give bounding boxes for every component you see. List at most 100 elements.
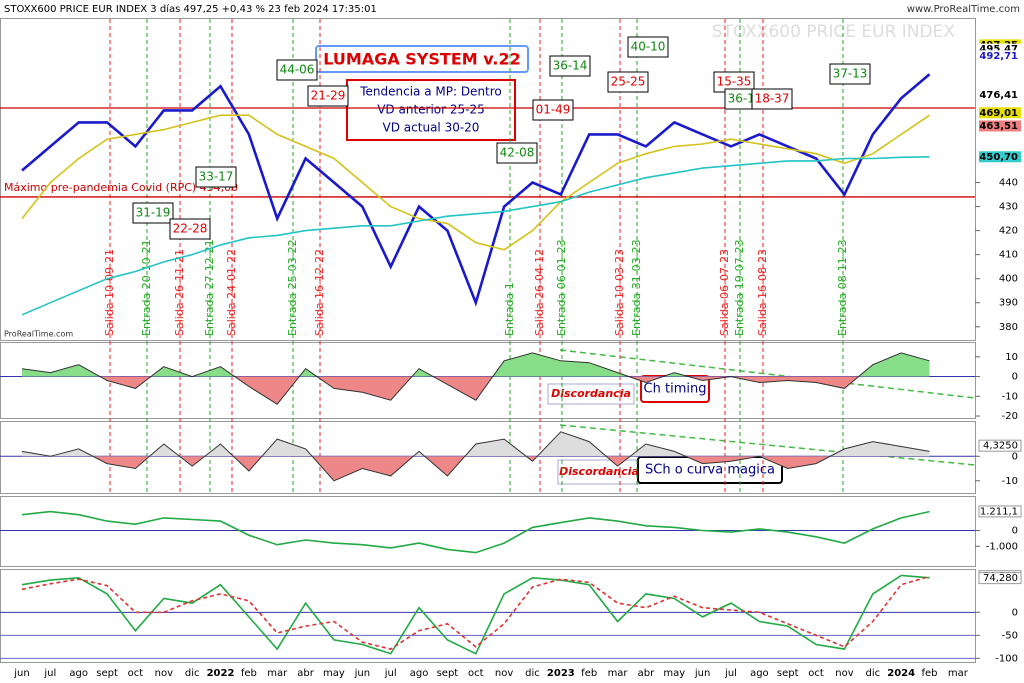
- area-positive: [22, 431, 930, 457]
- price-label-bg: [979, 151, 1021, 163]
- line: [21, 114, 930, 251]
- y-tick-label: 380: [999, 322, 1018, 333]
- signal-label: Entrada 1: [503, 282, 516, 336]
- vd-box: [607, 71, 649, 93]
- x-tick-label: sept: [96, 668, 118, 679]
- y-tick-label: -100: [995, 653, 1018, 664]
- vd-label: 33-17: [199, 170, 234, 184]
- note: Discordancia: [559, 465, 639, 478]
- line: [21, 574, 930, 655]
- signal-label: Entrada 27-12-21: [203, 239, 216, 336]
- signal-label: Salida 26-11-21: [173, 249, 186, 336]
- vd-box: [532, 99, 574, 121]
- x-tick-label: nov: [835, 668, 853, 679]
- price-label: 495,47: [979, 44, 1018, 55]
- vd-box: [829, 63, 871, 85]
- note: Discordancia: [551, 387, 631, 400]
- price-label-bg: [979, 50, 1021, 62]
- y-tick-label: 390: [999, 298, 1018, 309]
- y-tick-label: 410: [999, 250, 1018, 261]
- signal-label: Entrada 08-11-23: [836, 239, 849, 336]
- x-tick-label: jul: [724, 668, 737, 679]
- value-label: 4,3250: [983, 441, 1018, 452]
- signal-label: Salida 10-09-21: [103, 249, 116, 336]
- note-box: [557, 459, 641, 485]
- value-label: 74,280: [983, 573, 1018, 584]
- panel-frame: [0, 18, 976, 341]
- x-tick-label: ago: [410, 668, 429, 679]
- x-tick-label: ago: [750, 668, 769, 679]
- x-tick-label: 2023: [547, 668, 575, 679]
- level-label: Máximo pre-pandemia Covid (RPC) 434,00: [4, 181, 238, 194]
- x-tick-label: jun: [694, 668, 710, 679]
- price-label-bg: [979, 43, 1021, 55]
- y-tick-label: 0: [1012, 372, 1018, 383]
- signal-label: Salida 26-04-12: [533, 249, 546, 336]
- credit: ProRealTime.com: [4, 330, 73, 339]
- x-tick-label: oct: [808, 668, 824, 679]
- x-tick-label: oct: [468, 668, 484, 679]
- y-tick-label: -20: [1002, 411, 1018, 422]
- price-label-bg: [979, 107, 1021, 119]
- x-tick-label: dic: [525, 668, 540, 679]
- vd-label: 36-14: [553, 59, 588, 73]
- title-box: [315, 45, 529, 73]
- x-tick-label: mar: [948, 668, 969, 679]
- site: www.ProRealTime.com: [907, 4, 1020, 15]
- x-tick-label: 2022: [207, 668, 235, 679]
- signal-label: Entrada 20-10-21: [140, 239, 153, 336]
- info-box: [346, 79, 516, 141]
- line: [21, 575, 930, 650]
- x-tick-label: mar: [267, 668, 288, 679]
- signal-label: Entrada 25-03-22: [286, 239, 299, 336]
- price-label-bg: [979, 120, 1021, 132]
- x-tick-label: jul: [43, 668, 56, 679]
- x-tick-label: dic: [185, 668, 200, 679]
- y-tick-label: 440: [999, 178, 1018, 189]
- area-negative: [22, 456, 930, 481]
- value-label-bg: [978, 572, 1022, 585]
- y-tick-label: 400: [999, 274, 1018, 285]
- price-label: 476,41: [979, 90, 1018, 101]
- info-line: VD anterior 25-25: [377, 103, 485, 117]
- vd-label: 31-19: [136, 206, 171, 220]
- price-label: 463,51: [979, 121, 1018, 132]
- vd-box: [496, 142, 538, 164]
- vd-box: [307, 85, 349, 107]
- note: Ch timing: [644, 382, 707, 397]
- value-label-bg: [978, 505, 1022, 518]
- x-tick-label: abr: [297, 668, 314, 679]
- x-tick-label: oct: [128, 668, 144, 679]
- y-tick-label: 420: [999, 226, 1018, 237]
- x-tick-label: may: [663, 668, 685, 679]
- y-tick-label: -10: [1002, 391, 1018, 402]
- vd-box: [169, 218, 211, 240]
- x-tick-label: feb: [581, 668, 597, 679]
- x-tick-label: 2024: [887, 668, 915, 679]
- x-tick-label: feb: [922, 668, 938, 679]
- vd-label: 37-13: [833, 67, 868, 81]
- x-tick-label: jul: [384, 668, 397, 679]
- vd-label: 15-35: [717, 75, 752, 89]
- price-label: 492,71: [979, 51, 1018, 62]
- y-tick-label: 0: [1012, 526, 1018, 537]
- y-tick-label: -50: [1002, 630, 1018, 641]
- line: [21, 156, 930, 316]
- signal-label: Entrada 31-03-23: [630, 239, 643, 336]
- y-tick-label: 10: [1005, 352, 1018, 363]
- line: [21, 73, 931, 307]
- info-line: Tendencia a MP: Dentro: [359, 85, 502, 99]
- panel-frame: [0, 342, 976, 419]
- panel-frame: [0, 496, 976, 567]
- x-tick-label: mar: [608, 668, 629, 679]
- y-tick-label: 430: [999, 202, 1018, 213]
- note-box: [547, 383, 635, 405]
- vd-label: 22-28: [173, 222, 208, 236]
- x-tick-label: jun: [354, 668, 370, 679]
- x-tick-label: may: [323, 668, 345, 679]
- signal-label: Entrada 19-07-23: [733, 239, 746, 336]
- signal-label: Salida 16-08-23: [756, 249, 769, 336]
- value-label-bg: [978, 439, 1022, 452]
- panel-frames: [0, 18, 976, 663]
